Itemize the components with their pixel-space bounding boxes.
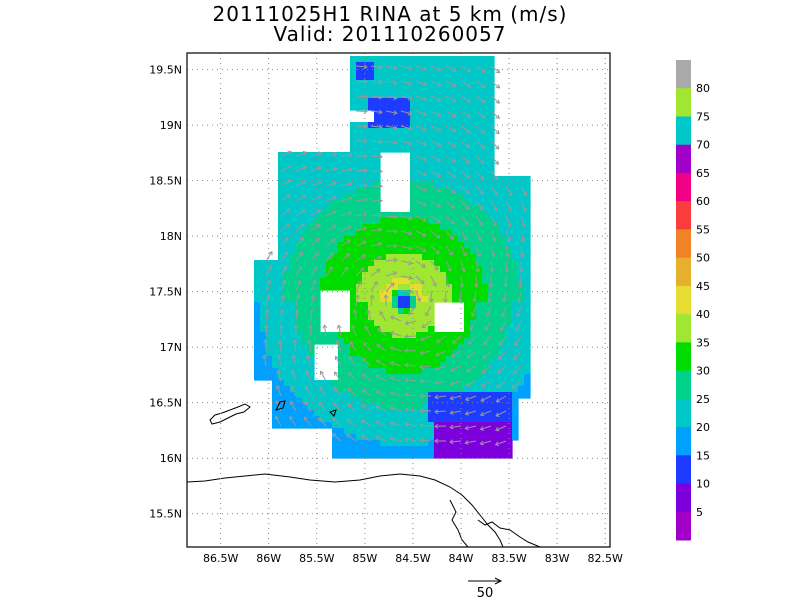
vector-key: 50 [468, 577, 503, 600]
lon-tick-label: 84.5W [395, 552, 430, 565]
plot-frame [186, 52, 611, 548]
colorbar-label: 35 [696, 336, 710, 349]
colorbar-label: 80 [696, 82, 710, 95]
colorbar-swatch [676, 314, 691, 343]
colorbar-swatch [676, 285, 691, 315]
lon-tick-label: 86W [256, 552, 281, 565]
lon-tick-label: 86.5W [203, 552, 238, 565]
colorbar-swatch [676, 60, 691, 89]
map-title: 20111025H1 RINA at 5 km (m/s) [212, 2, 568, 26]
colorbar-label: 20 [696, 421, 710, 434]
lon-tick-label: 85.5W [299, 552, 334, 565]
lon-tick-label: 83.5W [491, 552, 526, 565]
colorbar-swatch [676, 172, 691, 202]
vector-key-label: 50 [477, 586, 494, 600]
colorbar-label: 45 [696, 280, 710, 293]
colorbar-swatch [676, 455, 691, 485]
lat-tick-label: 19N [160, 119, 182, 132]
lat-tick-label: 19.5N [149, 64, 182, 77]
colorbar-label: 50 [696, 252, 710, 265]
colorbar-swatch [676, 257, 691, 287]
colorbar-swatch [676, 483, 691, 513]
lat-tick-label: 16N [160, 452, 182, 465]
grid-lines [187, 53, 610, 547]
colorbar-swatch [676, 370, 691, 400]
colorbar-label: 70 [696, 139, 710, 152]
colorbar-swatch [676, 427, 691, 456]
colorbar-swatch [676, 229, 691, 259]
lat-tick-label: 15.5N [149, 508, 182, 521]
colorbar-label: 55 [696, 223, 710, 236]
lat-tick-label: 18.5N [149, 175, 182, 188]
lon-tick-label: 82.5W [588, 552, 623, 565]
colorbar: 5 10 15 20 25 30 35 40 45 50 55 60 65 70 75 80 [676, 60, 710, 541]
wind-speed-field [254, 56, 531, 459]
longitude-ticks: 86.5W 86W 85.5W 85W 84.5W 84W 83.5W 83W 82.5W [203, 552, 623, 565]
colorbar-label: 60 [696, 195, 710, 208]
colorbar-swatch [676, 511, 691, 541]
wind-vectors [262, 64, 527, 447]
colorbar-label: 10 [696, 478, 710, 491]
colorbar-label: 30 [696, 365, 710, 378]
lat-tick-label: 18N [160, 230, 182, 243]
colorbar-label: 25 [696, 393, 710, 406]
colorbar-label: 15 [696, 449, 710, 462]
colorbar-label: 75 [696, 110, 710, 123]
lon-tick-label: 85W [352, 552, 377, 565]
colorbar-swatch [676, 201, 691, 230]
lon-tick-label: 83W [545, 552, 570, 565]
colorbar-swatch [676, 144, 691, 174]
colorbar-swatch [676, 398, 691, 428]
lat-tick-label: 17.5N [149, 286, 182, 299]
colorbar-swatch [676, 88, 691, 117]
colorbar-label: 5 [696, 506, 703, 519]
lat-tick-label: 16.5N [149, 397, 182, 410]
colorbar-label: 65 [696, 167, 710, 180]
map-valid-time: Valid: 201110260057 [273, 22, 507, 46]
colorbar-label: 40 [696, 308, 710, 321]
latitude-ticks: 19.5N 19N 18.5N 18N 17.5N 17N 16.5N 16N 15.5N [149, 64, 182, 521]
coastline [187, 400, 541, 547]
lat-tick-label: 17N [160, 341, 182, 354]
colorbar-swatch [676, 116, 691, 146]
colorbar-swatch [676, 342, 691, 372]
lon-tick-label: 84W [449, 552, 474, 565]
